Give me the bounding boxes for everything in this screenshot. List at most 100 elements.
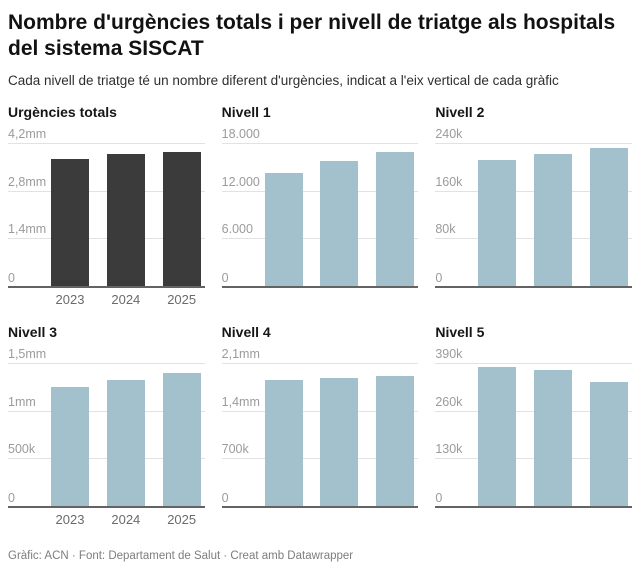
chart-title: Nivell 2: [435, 104, 485, 120]
chart-nivell-1: Nivell 1 18.000 12.000 6.000 0: [221, 104, 419, 308]
y-gridline: 1mm: [8, 395, 205, 412]
y-tick-label: 160k: [435, 174, 463, 189]
bar-2024: [106, 380, 145, 506]
y-tick-label: 18.000: [221, 127, 260, 141]
y-gridline: 12.000: [221, 175, 419, 192]
chart-nivell-4: Nivell 4 2,1mm 1,4mm 700k 0: [221, 324, 419, 528]
y-tick-label: 1,4mm: [221, 394, 260, 409]
bar-2023: [51, 158, 89, 286]
y-tick-label: 390k: [435, 347, 463, 361]
page-title: Nombre d'urgències totals i per nivell d…: [8, 11, 616, 60]
bar-2025: [162, 372, 201, 506]
y-gridline: 6.000: [221, 222, 419, 240]
bar-2024: [320, 161, 359, 286]
y-tick-label: 240k: [435, 127, 463, 141]
y-tick-label: 0: [435, 271, 443, 285]
bars-group: [264, 143, 415, 286]
y-gridline: 1,4mm: [221, 395, 419, 412]
y-tick-label: 0: [8, 271, 15, 285]
y-gridline: 390k: [435, 347, 632, 364]
x-axis-baseline: 0: [8, 491, 205, 508]
chart-plot-area: 4,2mm 2,8mm 1,4mm 0: [8, 127, 205, 288]
bar-2024: [320, 378, 359, 506]
y-gridline: 130k: [435, 442, 632, 460]
chart-plot-area: 1,5mm 1mm 500k 0: [8, 347, 205, 508]
x-axis-baseline: 0: [435, 491, 632, 508]
chart-title: Nivell 3: [8, 324, 58, 340]
y-tick-label: 4,2mm: [8, 127, 47, 141]
chart-title: Nivell 1: [221, 104, 271, 120]
bars-group: [478, 143, 628, 286]
y-gridline: 2,1mm: [221, 347, 419, 364]
y-gridline: 80k: [435, 222, 632, 240]
y-tick-label: 2,1mm: [221, 347, 260, 361]
y-tick-label: 260k: [435, 394, 463, 409]
x-tick-label: 2025: [167, 292, 197, 307]
credit-line: Gràfic: ACN · Font: Departament de Salut…: [8, 550, 354, 562]
chart-plot-area: 18.000 12.000 6.000 0: [221, 127, 419, 288]
bars-group: [478, 363, 628, 506]
bar-2024: [534, 370, 573, 506]
bar-2023: [264, 380, 303, 506]
y-gridline: 2,8mm: [8, 175, 205, 192]
x-axis-baseline: 0: [221, 491, 419, 508]
y-tick-label: 700k: [221, 442, 249, 457]
chart-nivell-3: Nivell 3 1,5mm 1mm 500k 0 2023 2024 2025: [8, 324, 205, 528]
charts-grid: Urgències totals 4,2mm 2,8mm 1,4mm 0 2023 20…: [8, 104, 632, 528]
bars-group: [264, 363, 415, 506]
x-axis-baseline: 0: [221, 271, 419, 288]
x-axis-baseline: 0: [8, 271, 205, 288]
y-tick-label: 0: [435, 491, 443, 505]
y-gridline: 1,4mm: [8, 222, 205, 240]
bars-group: [51, 143, 201, 286]
bar-2025: [376, 375, 415, 506]
chart-nivell-5: Nivell 5 390k 260k 130k 0: [435, 324, 632, 528]
y-tick-label: 0: [221, 491, 229, 505]
bar-2024: [534, 153, 573, 286]
bar-2023: [478, 160, 517, 286]
y-tick-label: 6.000: [221, 222, 253, 237]
y-gridline: 4,2mm: [8, 127, 205, 144]
y-gridline: 240k: [435, 127, 632, 144]
x-tick-label: 2024: [111, 292, 141, 307]
bar-2025: [376, 151, 415, 286]
chart-title: Nivell 5: [435, 324, 485, 340]
y-tick-label: 2,8mm: [8, 174, 47, 189]
bars-group: [51, 363, 201, 506]
x-axis-labels: 2023 2024 2025: [51, 512, 205, 528]
y-tick-label: 1mm: [8, 394, 36, 409]
chart-nivell-2: Nivell 2 240k 160k 80k 0: [435, 104, 632, 308]
x-tick-label: 2025: [167, 512, 197, 527]
y-gridline: 700k: [221, 442, 419, 460]
y-tick-label: 80k: [435, 222, 456, 237]
bar-2025: [589, 147, 628, 286]
y-gridline: 18.000: [221, 127, 419, 144]
page-subtitle: Cada nivell de triatge té un nombre dife…: [8, 73, 559, 88]
bar-2023: [478, 367, 517, 506]
y-tick-label: 0: [8, 491, 15, 505]
x-tick-label: 2023: [55, 292, 85, 307]
bar-2023: [264, 173, 303, 286]
y-tick-label: 500k: [8, 442, 36, 457]
x-tick-label: 2023: [55, 512, 85, 527]
bar-2025: [162, 151, 201, 286]
y-tick-label: 130k: [435, 442, 463, 457]
x-axis-baseline: 0: [435, 271, 632, 288]
y-gridline: 1,5mm: [8, 347, 205, 364]
chart-title: Urgències totals: [8, 104, 117, 120]
chart-plot-area: 390k 260k 130k 0: [435, 347, 632, 508]
y-gridline: 160k: [435, 175, 632, 192]
y-gridline: 500k: [8, 442, 205, 460]
y-tick-label: 0: [221, 271, 229, 285]
x-tick-label: 2024: [111, 512, 141, 527]
y-gridline: 260k: [435, 395, 632, 412]
chart-plot-area: 2,1mm 1,4mm 700k 0: [221, 347, 419, 508]
chart-urg-ncies-totals: Urgències totals 4,2mm 2,8mm 1,4mm 0 2023 20…: [8, 104, 205, 308]
chart-title: Nivell 4: [221, 324, 271, 340]
bar-2024: [106, 154, 145, 286]
y-tick-label: 1,5mm: [8, 347, 47, 361]
bar-2025: [589, 382, 628, 506]
y-tick-label: 1,4mm: [8, 222, 47, 237]
chart-plot-area: 240k 160k 80k 0: [435, 127, 632, 288]
